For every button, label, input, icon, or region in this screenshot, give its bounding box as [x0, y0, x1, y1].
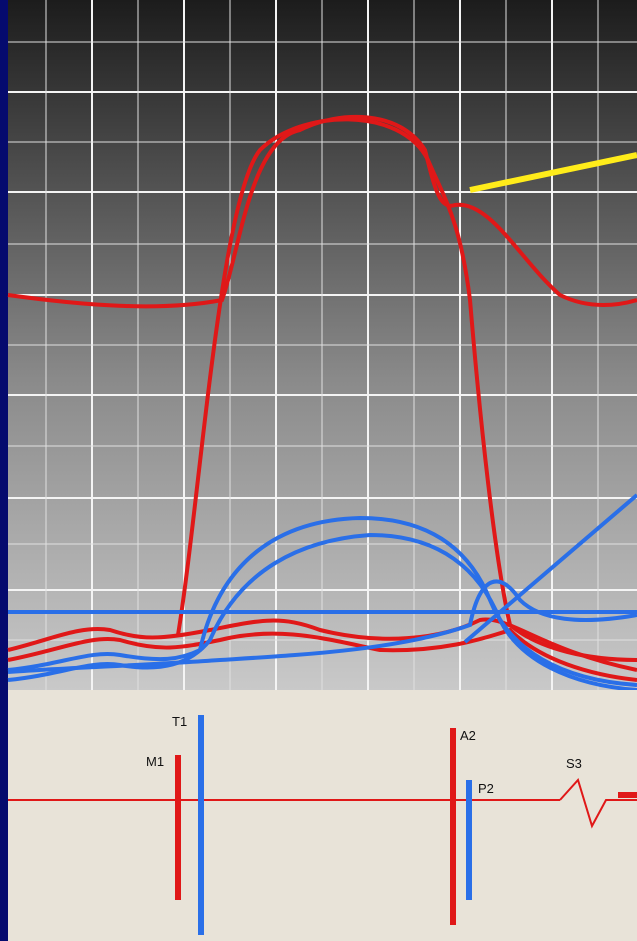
sound-label: T1	[172, 714, 187, 729]
sound-label: P2	[478, 781, 494, 796]
sound-label: S3	[566, 756, 582, 771]
pressure-diagram: M1 T1 A2 P2 S3	[0, 0, 637, 941]
sound-panel	[8, 690, 637, 941]
sound-label: M1	[146, 754, 164, 769]
sound-label: A2	[460, 728, 476, 743]
